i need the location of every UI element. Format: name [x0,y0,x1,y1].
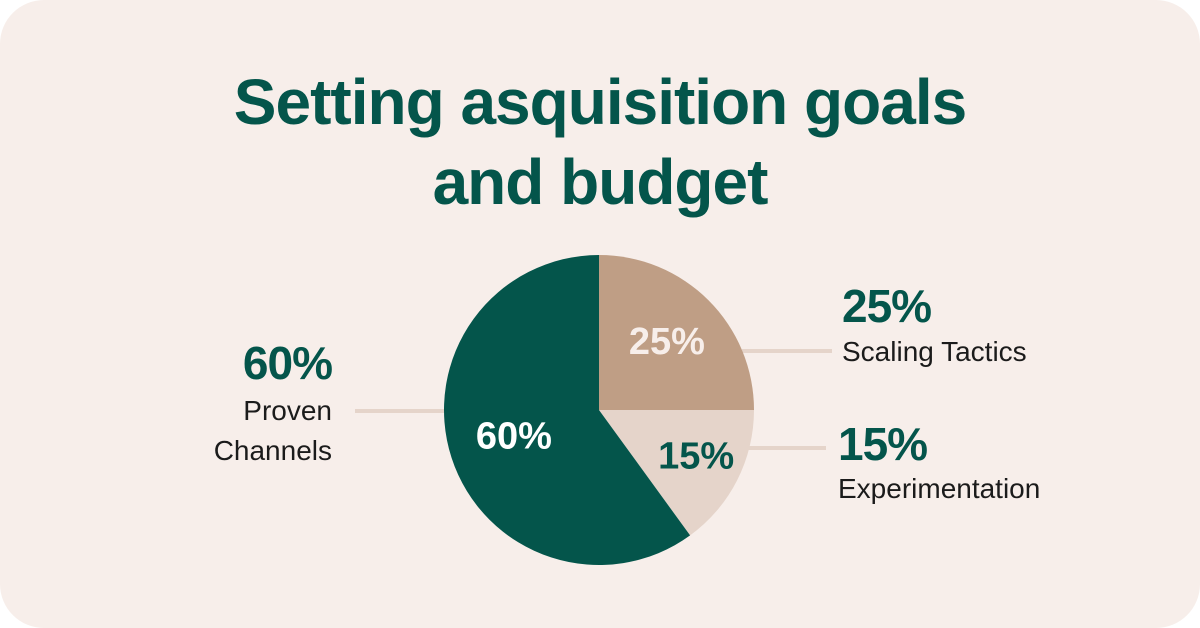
pie-data-label-experimentation: 15% [658,435,734,477]
pie-slice-experimentation [599,410,754,536]
title-line-1: Setting asquisition goals [233,66,967,138]
callout-scaling-pct: 25% [842,280,932,332]
callout-proven-label-line-1: Proven [243,395,332,426]
pie-slice-proven-channels [443,255,691,565]
callout-proven-label-line-2: Channels [213,435,332,466]
title-line-2: and budget [432,146,769,218]
callout-proven-pct: 60% [242,337,333,389]
pie-data-label-proven-channels: 60% [476,415,552,457]
chart-title: Setting asquisition goals and budget [0,62,1200,222]
pie-slice-scaling-tactics [599,255,754,410]
callout-scaling-label: Scaling Tactics [842,336,1027,367]
callout-experimentation-label: Experimentation [838,473,1041,504]
callout-experimentation-pct: 15% [838,418,928,470]
pie-data-label-scaling-tactics: 25% [629,321,705,363]
